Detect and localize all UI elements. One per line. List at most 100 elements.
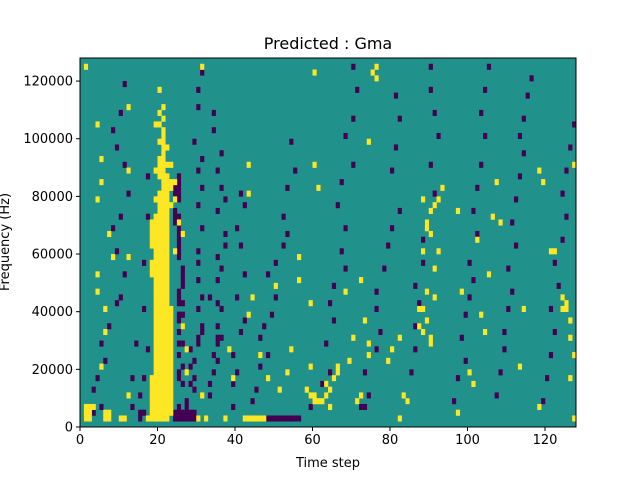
heatmap-cell-high (169, 357, 174, 364)
heatmap-cell-high (421, 196, 426, 203)
heatmap-cell-low (200, 69, 205, 76)
heatmap-cell-high (343, 288, 348, 295)
heatmap-cell-high (157, 254, 162, 261)
heatmap-cell-low (463, 311, 468, 318)
heatmap-cell-low (145, 173, 151, 180)
heatmap-cell-high (258, 352, 263, 359)
heatmap-cell-low (196, 340, 201, 347)
heatmap-cell-high (467, 369, 472, 376)
heatmap-cell-low (351, 161, 356, 168)
heatmap-cell-high (165, 340, 170, 347)
y-tick-label: 100000 (23, 132, 73, 147)
heatmap-cell-high (169, 409, 174, 416)
heatmap-cell-low (428, 63, 433, 70)
heatmap-cell-high (161, 213, 166, 220)
heatmap-cell-low (359, 403, 364, 411)
heatmap-cell-high (157, 236, 162, 243)
heatmap-cell-low (545, 375, 550, 382)
heatmap-cell-low (273, 415, 278, 422)
heatmap-cell-high (424, 225, 430, 232)
heatmap-cell-high (157, 271, 162, 278)
heatmap-cell-low (564, 167, 569, 174)
heatmap-cell-low (176, 369, 182, 376)
heatmap-cell-high (161, 271, 166, 278)
heatmap-cell-low (196, 167, 201, 174)
heatmap-cell-low (548, 305, 554, 312)
heatmap-cell-low (219, 334, 224, 341)
heatmap-cell-high (161, 265, 166, 272)
heatmap-cell-high (161, 242, 166, 249)
heatmap-cell-high (161, 254, 166, 261)
heatmap-cell-high (254, 415, 259, 422)
heatmap-cell-high (161, 207, 166, 214)
heatmap-cell-high (157, 386, 162, 393)
heatmap-cell-high (490, 213, 495, 220)
heatmap-cell-high (359, 392, 364, 399)
heatmap-cell-high (405, 398, 410, 405)
x-tick-label: 80 (382, 433, 399, 448)
heatmap-cell-high (165, 311, 170, 318)
heatmap-cell-low (331, 282, 337, 289)
heatmap-cell-high (246, 415, 251, 422)
heatmap-cell-high (316, 184, 321, 191)
heatmap-cell-high (157, 300, 162, 307)
heatmap-cell-high (157, 305, 162, 312)
heatmap-cell-low (525, 92, 530, 99)
heatmap-cell-high (169, 311, 174, 318)
heatmap-cell-high (157, 352, 162, 359)
heatmap-cell-high (165, 225, 170, 232)
heatmap-cell-high (165, 415, 170, 422)
heatmap-cell-high (165, 323, 170, 330)
heatmap-cell-high (161, 150, 166, 157)
heatmap-cell-low (173, 219, 178, 226)
heatmap-cell-low (176, 352, 182, 359)
heatmap-cell-high (169, 352, 174, 359)
heatmap-cell-high (165, 265, 170, 272)
heatmap-cell-high (157, 265, 162, 272)
heatmap-cell-low (176, 415, 182, 422)
heatmap-cell-high (246, 161, 251, 168)
heatmap-cell-low (285, 415, 290, 422)
heatmap-cell-low (176, 248, 182, 255)
heatmap-cell-high (424, 288, 430, 295)
heatmap-cell-low (173, 184, 178, 191)
heatmap-cell-low (328, 300, 333, 307)
heatmap-cell-high (161, 311, 166, 318)
heatmap-cell-high (145, 415, 151, 422)
heatmap-cell-high (227, 346, 232, 353)
heatmap-cell-low (254, 386, 259, 393)
heatmap-cell-low (393, 144, 399, 151)
heatmap-cell-high (161, 167, 166, 174)
heatmap-cell-low (351, 63, 356, 70)
heatmap-cell-low (192, 409, 197, 416)
heatmap-cell-high (417, 323, 422, 330)
heatmap-cell-low (180, 277, 185, 284)
heatmap-cell-high (386, 357, 391, 364)
heatmap-cell-high (312, 161, 317, 168)
heatmap-cell-high (401, 392, 406, 399)
heatmap-cell-high (153, 317, 158, 324)
heatmap-cell-high (157, 259, 162, 266)
heatmap-cell-high (157, 311, 162, 318)
heatmap-cell-high (428, 207, 433, 214)
heatmap-cell-low (188, 409, 193, 416)
heatmap-cell-low (374, 305, 379, 312)
heatmap-cell-high (560, 305, 565, 312)
heatmap-cell-low (215, 277, 220, 284)
heatmap-cell-low (196, 259, 201, 266)
heatmap-cell-high (161, 230, 166, 238)
heatmap-cell-low (114, 248, 120, 255)
heatmap-cell-low (502, 346, 507, 353)
heatmap-cell-high (475, 236, 480, 243)
heatmap-cell-low (339, 248, 344, 255)
y-tick-label: 120000 (23, 75, 73, 90)
heatmap-cell-high (204, 415, 209, 422)
heatmap-cell-high (165, 369, 170, 376)
heatmap-cell-low (235, 225, 240, 232)
heatmap-cell-low (111, 127, 116, 134)
heatmap-cell-high (169, 323, 174, 330)
heatmap-cell-high (161, 415, 166, 422)
heatmap-cell-high (157, 369, 162, 376)
heatmap-cell-low (235, 294, 240, 301)
heatmap-cell-low (343, 265, 348, 272)
